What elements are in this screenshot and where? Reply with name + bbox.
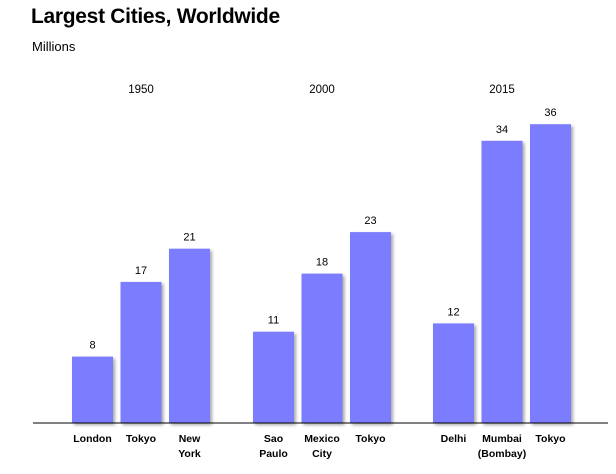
category-label: Mumbai: [482, 433, 522, 445]
category-label: Sao: [264, 433, 283, 445]
bar: [530, 124, 571, 423]
category-label: London: [73, 433, 111, 445]
data-label: 17: [135, 265, 147, 277]
group-label-2015: 2015: [489, 84, 515, 96]
data-label: 12: [447, 306, 459, 318]
bar: [169, 248, 210, 423]
bar: [433, 323, 474, 423]
category-label: Mexico: [304, 433, 340, 445]
category-label: (Bombay): [478, 448, 526, 460]
data-label: 21: [183, 232, 195, 244]
data-label: 23: [364, 215, 376, 227]
chart-title: Largest Cities, Worldwide: [31, 5, 280, 28]
group-label-1950: 1950: [128, 84, 154, 96]
category-label: Delhi: [441, 433, 467, 445]
bar: [481, 140, 523, 424]
category-label: New: [179, 433, 201, 445]
data-label: 18: [316, 257, 328, 269]
data-label: 34: [496, 124, 508, 136]
chart-subtitle: Millions: [32, 39, 76, 54]
bar: [253, 331, 294, 423]
category-label: Paulo: [259, 448, 288, 460]
data-label: 36: [544, 107, 556, 119]
category-label: Tokyo: [126, 433, 156, 445]
group-label-2000: 2000: [309, 84, 335, 96]
data-label: 11: [268, 315, 279, 327]
bar: [72, 356, 113, 423]
bar: [350, 232, 391, 423]
data-label: 8: [89, 340, 95, 352]
category-label: Tokyo: [535, 433, 565, 445]
category-label: Tokyo: [355, 433, 385, 445]
bar: [301, 273, 343, 423]
category-label: York: [178, 448, 201, 460]
category-label: City: [312, 448, 332, 460]
bar: [120, 281, 162, 423]
